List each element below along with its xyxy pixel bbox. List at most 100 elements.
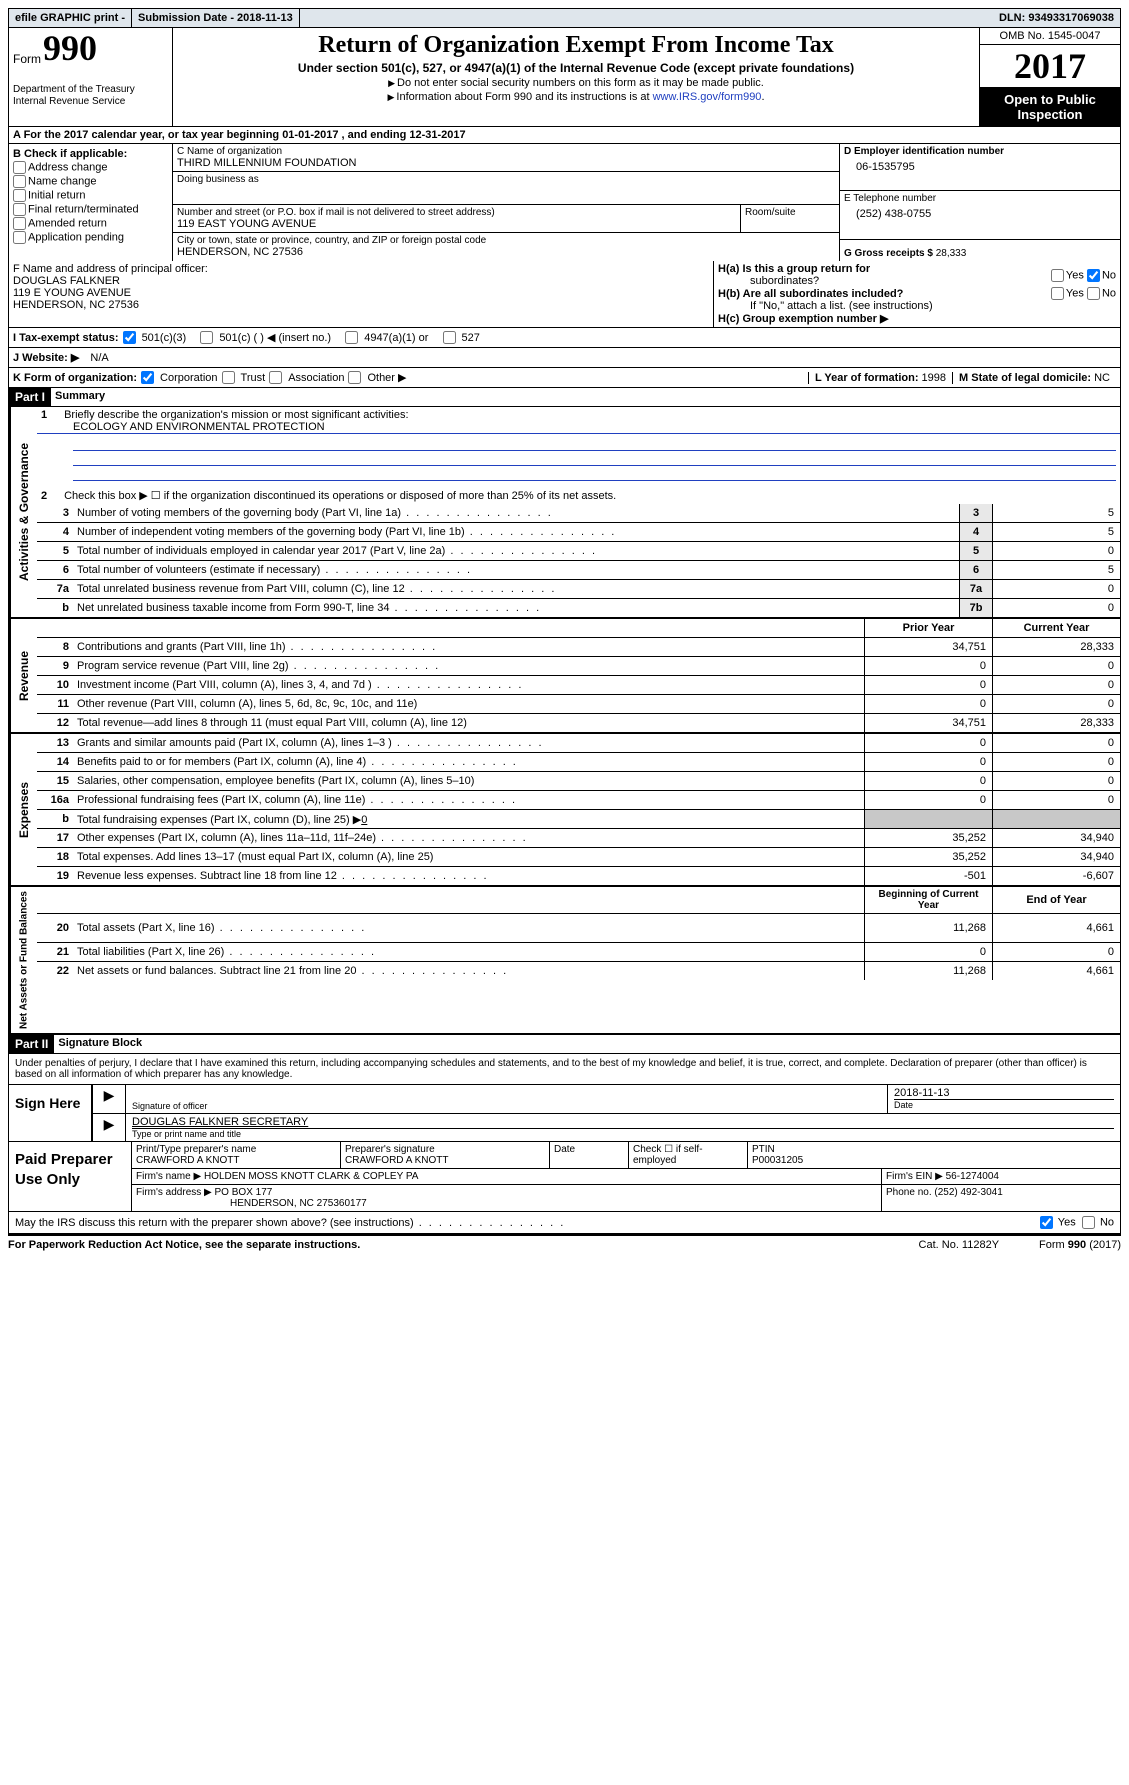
year-formation: 1998 [922, 372, 946, 384]
l8: Contributions and grants (Part VIII, lin… [73, 639, 864, 655]
c16a: 0 [992, 791, 1120, 809]
l1-desc: Briefly describe the organization's miss… [64, 409, 408, 421]
p19: -501 [864, 867, 992, 885]
governance-section: Activities & Governance 1 Briefly descri… [8, 407, 1121, 619]
chk-other[interactable] [348, 371, 361, 384]
korg-label: K Form of organization: [13, 372, 137, 384]
officer-name: DOUGLAS FALKNER [13, 275, 709, 287]
discuss-row: May the IRS discuss this return with the… [8, 1212, 1121, 1234]
chk-amended[interactable]: Amended return [13, 217, 168, 230]
street: 119 EAST YOUNG AVENUE [177, 218, 736, 230]
officer-addr2: HENDERSON, NC 27536 [13, 299, 709, 311]
l18: Total expenses. Add lines 13–17 (must eq… [73, 849, 864, 865]
sig-arrow-1: ▶ [93, 1085, 126, 1113]
irs-link[interactable]: www.IRS.gov/form990 [653, 91, 762, 103]
chk-assoc[interactable] [269, 371, 282, 384]
p13: 0 [864, 734, 992, 752]
sig-date: 2018-11-13 [894, 1087, 1114, 1100]
b21: 0 [864, 943, 992, 961]
ha-yes[interactable] [1051, 269, 1064, 282]
sig-date-label: Date [894, 1100, 1114, 1110]
governance-vert-label: Activities & Governance [9, 407, 37, 617]
discuss-yes[interactable] [1040, 1216, 1053, 1229]
prep-self-emp[interactable]: Check ☐ if self-employed [629, 1142, 748, 1168]
revenue-section: Revenue Prior YearCurrent Year 8Contribu… [8, 619, 1121, 734]
gross-label: G Gross receipts $ [844, 248, 936, 259]
l19: Revenue less expenses. Subtract line 18 … [73, 868, 864, 884]
v7b: 0 [992, 599, 1120, 617]
website-value: N/A [90, 352, 108, 364]
check-column-b: B Check if applicable: Address change Na… [9, 144, 173, 261]
hb-note: If "No," attach a list. (see instruction… [718, 300, 1116, 312]
chk-initial-return[interactable]: Initial return [13, 189, 168, 202]
part1-title: Summary [51, 388, 1120, 406]
ptin-label: PTIN [752, 1144, 1116, 1155]
p15: 0 [864, 772, 992, 790]
discuss-no[interactable] [1082, 1216, 1095, 1229]
firm-phone: (252) 492-3041 [934, 1187, 1002, 1198]
chk-corp[interactable] [141, 371, 154, 384]
v7a: 0 [992, 580, 1120, 598]
status-label: I Tax-exempt status: [13, 332, 119, 344]
footer-left: For Paperwork Reduction Act Notice, see … [8, 1239, 360, 1251]
l13: Grants and similar amounts paid (Part IX… [73, 735, 864, 751]
street-label: Number and street (or P.O. box if mail i… [177, 207, 736, 218]
chk-527[interactable] [443, 331, 456, 344]
part1-row: Part I Summary [8, 388, 1121, 407]
c9: 0 [992, 657, 1120, 675]
row-a-tax-year: A For the 2017 calendar year, or tax yea… [8, 127, 1121, 144]
prior-year-hdr: Prior Year [864, 619, 992, 637]
chk-4947[interactable] [345, 331, 358, 344]
e20: 4,661 [992, 914, 1120, 942]
p14: 0 [864, 753, 992, 771]
p12: 34,751 [864, 714, 992, 732]
chk-name-change[interactable]: Name change [13, 175, 168, 188]
hb-no[interactable] [1087, 287, 1100, 300]
l17: Other expenses (Part IX, column (A), lin… [73, 830, 864, 846]
hc-label: H(c) Group exemption number ▶ [718, 313, 888, 325]
l11: Other revenue (Part VIII, column (A), li… [73, 696, 864, 712]
c18: 34,940 [992, 848, 1120, 866]
expenses-vert-label: Expenses [9, 734, 37, 885]
hb-yes[interactable] [1051, 287, 1064, 300]
prep-sig: CRAWFORD A KNOTT [345, 1155, 545, 1166]
org-name-label: C Name of organization [177, 146, 835, 157]
net-assets-section: Net Assets or Fund Balances Beginning of… [8, 887, 1121, 1035]
l16b: Total fundraising expenses (Part IX, col… [73, 811, 864, 828]
expenses-section: Expenses 13Grants and similar amounts pa… [8, 734, 1121, 887]
part2-header: Part II [9, 1035, 54, 1053]
part1-header: Part I [9, 388, 51, 406]
korg-row: K Form of organization: Corporation Trus… [8, 368, 1121, 388]
city-label: City or town, state or province, country… [177, 235, 835, 246]
e22: 4,661 [992, 962, 1120, 980]
l10: Investment income (Part VIII, column (A)… [73, 677, 864, 693]
firm-phone-label: Phone no. [886, 1187, 934, 1198]
chk-501c3[interactable] [123, 331, 136, 344]
ha-no[interactable] [1087, 269, 1100, 282]
chk-trust[interactable] [222, 371, 235, 384]
phone: (252) 438-0755 [844, 204, 1116, 220]
ha-label: H(a) Is this a group return for [718, 263, 870, 275]
chk-address-change[interactable]: Address change [13, 161, 168, 174]
p17: 35,252 [864, 829, 992, 847]
l14: Benefits paid to or for members (Part IX… [73, 754, 864, 770]
ha-sub: subordinates? [718, 275, 819, 287]
room-label: Room/suite [745, 207, 835, 218]
preparer-section: Paid Preparer Use Only Print/Type prepar… [8, 1142, 1121, 1212]
l7a: Total unrelated business revenue from Pa… [73, 581, 959, 597]
v4: 5 [992, 523, 1120, 541]
sig-name-label: Type or print name and title [132, 1129, 1114, 1139]
chk-501c[interactable] [200, 331, 213, 344]
ein-label: D Employer identification number [844, 146, 1116, 157]
v6: 5 [992, 561, 1120, 579]
l15: Salaries, other compensation, employee b… [73, 773, 864, 789]
sign-here-label: Sign Here [9, 1085, 93, 1141]
perjury-text: Under penalties of perjury, I declare th… [9, 1054, 1120, 1085]
chk-final-return[interactable]: Final return/terminated [13, 203, 168, 216]
firm-ein: 56-1274004 [946, 1171, 999, 1182]
phone-label: E Telephone number [844, 193, 1116, 204]
dln: DLN: 93493317069038 [993, 9, 1120, 27]
open-public-1: Open to Public [982, 92, 1118, 107]
c14: 0 [992, 753, 1120, 771]
chk-pending[interactable]: Application pending [13, 231, 168, 244]
